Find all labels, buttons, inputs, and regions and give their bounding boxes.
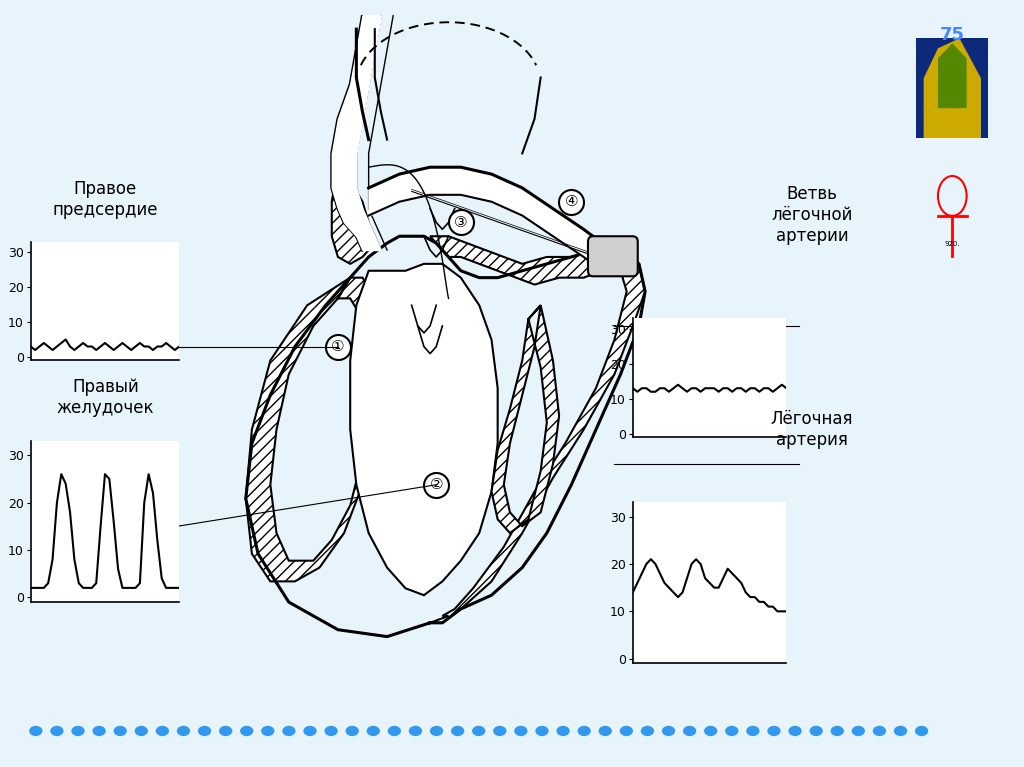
Text: 75: 75 bbox=[940, 25, 965, 44]
Polygon shape bbox=[430, 236, 645, 623]
Polygon shape bbox=[246, 278, 381, 581]
Polygon shape bbox=[924, 38, 981, 138]
FancyBboxPatch shape bbox=[588, 236, 638, 276]
Text: Правый
желудочек: Правый желудочек bbox=[56, 378, 155, 416]
Text: ③: ③ bbox=[454, 215, 468, 230]
Text: 920.: 920. bbox=[944, 241, 961, 247]
Polygon shape bbox=[492, 305, 559, 533]
Polygon shape bbox=[350, 264, 498, 595]
Text: Ветвь
лёгочной
артерии: Ветвь лёгочной артерии bbox=[771, 185, 853, 245]
Text: ①: ① bbox=[331, 339, 345, 354]
Text: Лёгочная
артерия: Лёгочная артерия bbox=[771, 410, 853, 449]
Polygon shape bbox=[938, 44, 967, 108]
Text: Правое
предсердие: Правое предсердие bbox=[52, 180, 159, 219]
Text: ④: ④ bbox=[564, 194, 579, 209]
Text: ②: ② bbox=[429, 477, 443, 492]
Polygon shape bbox=[369, 167, 602, 271]
Polygon shape bbox=[332, 167, 369, 264]
